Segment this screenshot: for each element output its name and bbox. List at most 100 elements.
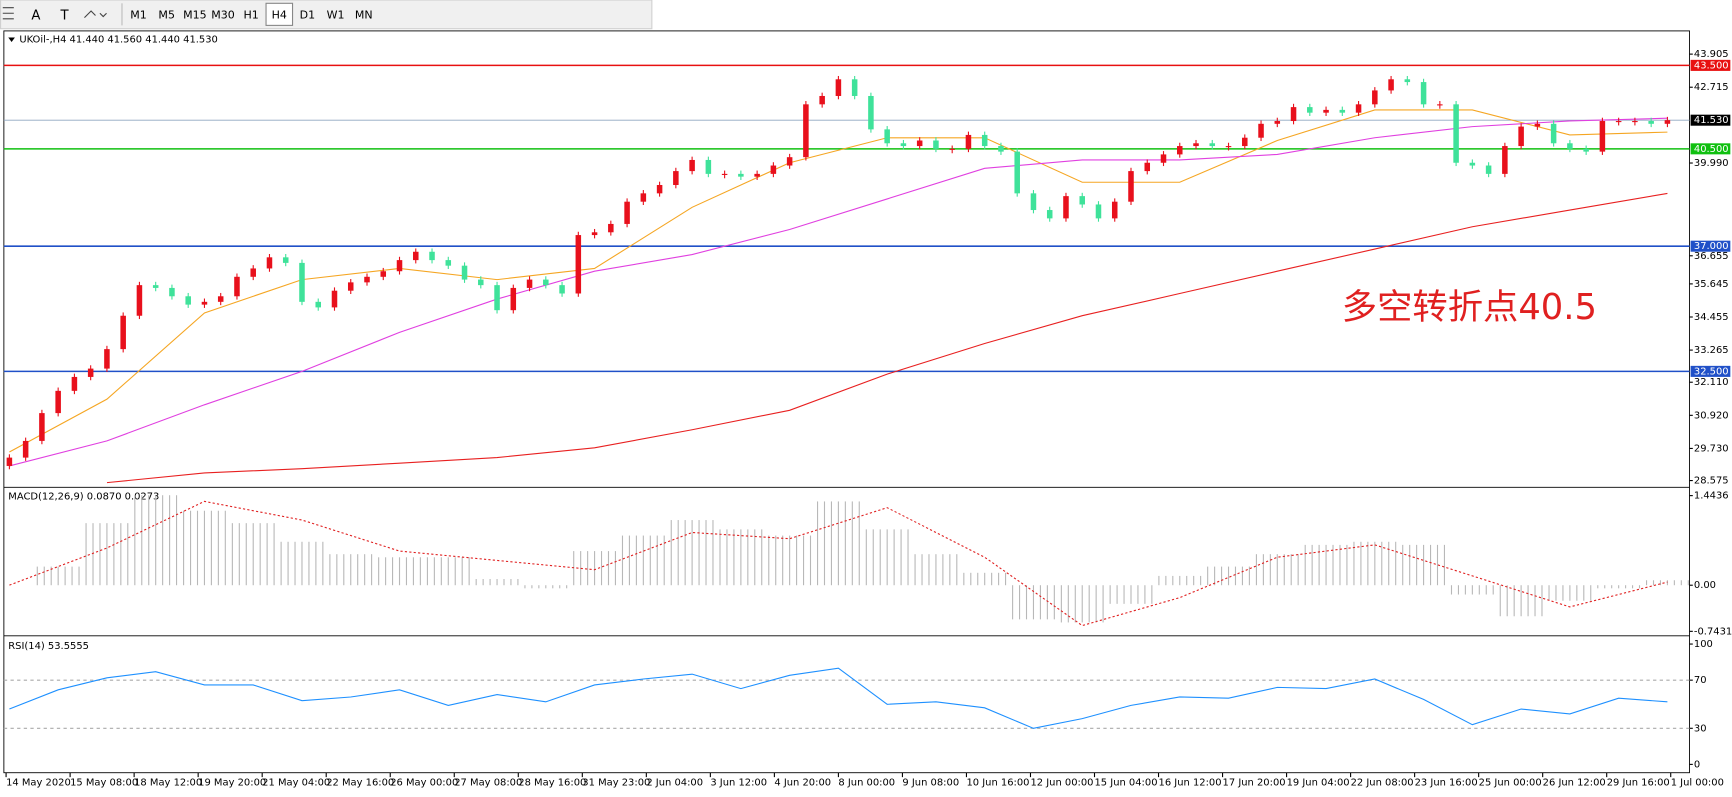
candle bbox=[1144, 162, 1151, 172]
candle bbox=[152, 285, 159, 288]
candle bbox=[884, 129, 890, 144]
candle bbox=[851, 79, 858, 96]
candle bbox=[1355, 104, 1362, 113]
level-label-box bbox=[1690, 240, 1731, 252]
candle bbox=[217, 296, 224, 302]
candle bbox=[1404, 79, 1411, 83]
candle bbox=[705, 159, 712, 174]
candle bbox=[819, 95, 825, 105]
candle bbox=[413, 251, 419, 261]
candle bbox=[1225, 146, 1232, 148]
candle bbox=[981, 134, 988, 147]
candle bbox=[1307, 107, 1313, 113]
tool-button[interactable] bbox=[24, 3, 47, 26]
x-tick-label: 10 Jun 16:00 bbox=[966, 778, 1029, 789]
candle bbox=[396, 260, 403, 272]
moving-average bbox=[9, 109, 1668, 453]
level-label: 43.500 bbox=[1694, 60, 1729, 71]
level-label-box bbox=[1690, 143, 1731, 155]
timeframe-button[interactable] bbox=[125, 3, 152, 26]
y-tick-label: 30 bbox=[1694, 723, 1707, 734]
x-tick-label: 19 May 20:00 bbox=[198, 778, 266, 789]
timeframe-label: D1 bbox=[300, 8, 316, 21]
y-tick-label: 43.905 bbox=[1694, 49, 1729, 60]
candle bbox=[738, 173, 744, 177]
candle bbox=[461, 265, 468, 280]
timeframe-button[interactable] bbox=[209, 3, 237, 26]
candle bbox=[120, 315, 126, 350]
candle bbox=[136, 285, 143, 316]
candle bbox=[1502, 146, 1508, 174]
timeframe-button[interactable] bbox=[350, 3, 377, 26]
candle bbox=[1242, 137, 1248, 147]
candle bbox=[1518, 126, 1524, 147]
candle bbox=[1599, 121, 1606, 152]
x-tick-label: 12 Jun 00:00 bbox=[1030, 778, 1093, 789]
candle bbox=[575, 235, 582, 294]
candle bbox=[608, 223, 614, 233]
level-label: 37.000 bbox=[1694, 241, 1729, 252]
y-tick-label: 28.575 bbox=[1694, 476, 1729, 487]
grid-icon bbox=[2, 7, 14, 20]
collapse-arrow bbox=[8, 37, 15, 42]
tool-label: A bbox=[31, 8, 40, 23]
x-tick-label: 31 May 23:00 bbox=[582, 778, 650, 789]
y-tick-label: -0.7431 bbox=[1694, 626, 1732, 637]
candle bbox=[1583, 148, 1589, 152]
x-tick-label: 15 Jun 04:00 bbox=[1095, 778, 1158, 789]
candle bbox=[1209, 143, 1216, 147]
candle bbox=[624, 201, 630, 224]
candle bbox=[510, 287, 517, 311]
tool-button[interactable] bbox=[53, 3, 76, 26]
timeframe-button[interactable] bbox=[294, 3, 321, 26]
macd-title: MACD(12,26,9) 0.0870 0.0273 bbox=[8, 492, 159, 503]
x-tick-label: 16 Jun 12:00 bbox=[1159, 778, 1222, 789]
candle bbox=[1258, 123, 1264, 138]
timeframe-button[interactable] bbox=[322, 3, 349, 26]
candle bbox=[868, 95, 874, 130]
candle bbox=[1095, 204, 1102, 219]
candle bbox=[1111, 201, 1118, 219]
candle bbox=[1372, 90, 1378, 105]
candle bbox=[71, 376, 78, 391]
candle bbox=[1485, 165, 1492, 174]
candle bbox=[543, 279, 549, 286]
y-tick-label: 30.920 bbox=[1694, 410, 1729, 421]
candle bbox=[770, 165, 777, 174]
candle bbox=[1014, 151, 1020, 194]
level-label-box bbox=[1690, 114, 1731, 126]
x-tick-label: 26 Jun 12:00 bbox=[1543, 778, 1606, 789]
level-label: 41.530 bbox=[1694, 115, 1729, 126]
y-tick-label: 0.00 bbox=[1694, 580, 1716, 591]
level-label-box bbox=[1690, 365, 1731, 377]
x-tick-label: 4 Jun 20:00 bbox=[774, 778, 831, 789]
candle bbox=[347, 282, 354, 291]
timeframe-button[interactable] bbox=[153, 3, 180, 26]
draw-icon[interactable] bbox=[84, 10, 107, 19]
timeframe-button[interactable] bbox=[181, 3, 209, 26]
moving-average bbox=[9, 117, 1668, 467]
x-tick-label: 1 Jul 00:00 bbox=[1671, 778, 1724, 789]
main-title: UKOil-,H4 41.440 41.560 41.440 41.530 bbox=[19, 35, 218, 46]
timeframe-label: M15 bbox=[183, 8, 207, 21]
y-tick-label: 36.655 bbox=[1694, 251, 1729, 262]
candle bbox=[656, 184, 663, 194]
timeframe-button[interactable] bbox=[265, 2, 294, 26]
timeframe-button[interactable] bbox=[237, 3, 265, 26]
candle bbox=[169, 287, 175, 297]
candle bbox=[998, 146, 1004, 152]
candle bbox=[1079, 196, 1085, 205]
candle bbox=[1437, 104, 1443, 106]
timeframe-label: M5 bbox=[158, 8, 175, 21]
x-tick-label: 23 Jun 16:00 bbox=[1415, 778, 1478, 789]
candle bbox=[1550, 123, 1557, 144]
candle bbox=[266, 257, 273, 269]
candle bbox=[721, 173, 728, 175]
x-tick-label: 22 May 16:00 bbox=[326, 778, 394, 789]
timeframe-label: MN bbox=[355, 8, 373, 21]
candle bbox=[1160, 154, 1167, 163]
timeframe-label: M1 bbox=[130, 8, 147, 21]
candle bbox=[1632, 121, 1638, 123]
moving-average bbox=[106, 192, 1668, 484]
